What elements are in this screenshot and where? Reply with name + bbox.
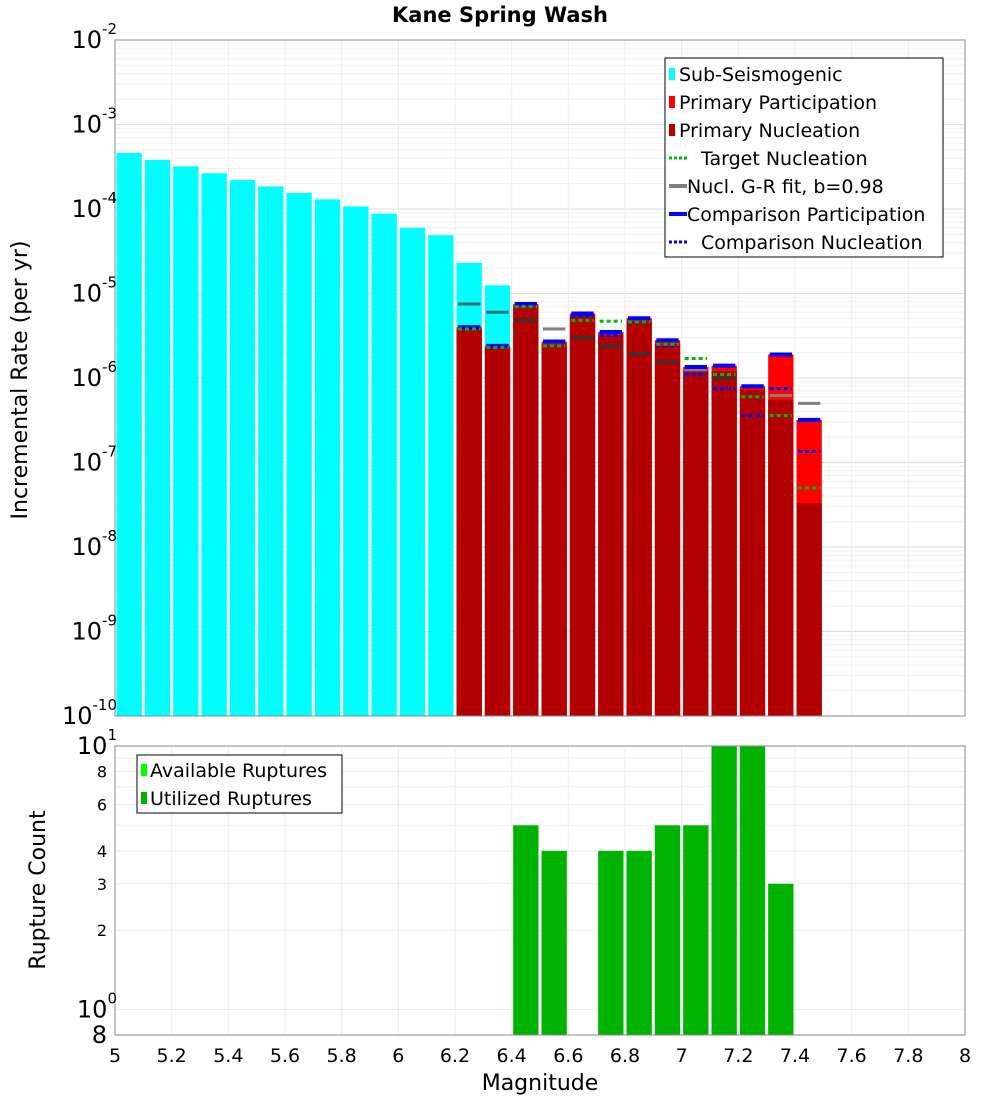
top-y-tick-label: 10-2 [71,20,117,54]
legend-sub-seismogenic-swatch [669,68,675,80]
bottom-y-axis-label: Rupture Count [26,810,51,970]
x-tick-label: 5.6 [270,1045,300,1067]
x-tick-label: 5.2 [157,1045,187,1067]
top-plot-grid [114,39,966,717]
x-tick-label: 7.6 [837,1045,867,1067]
legend-comparison-nucleation-label: Comparison Nucleation [701,232,923,254]
primary-nucleation-bar [654,344,681,716]
legend-primary-nucleation-label: Primary Nucleation [679,120,860,142]
primary-nucleation-bar [456,329,482,716]
top-y-tick-label: 10-7 [71,443,117,477]
sub-seismogenic-bar [144,160,171,716]
bottom-y-tick-label: 3 [97,875,107,894]
bottom-plot-frame [114,745,966,1036]
x-tick-label: 6.8 [610,1045,640,1067]
x-axis-ticks: 5 5.2 5.4 5.6 5.8 6 6.2 6.4 6.6 6.8 7 7.2 7.4 7.6 7.8 8 [109,1045,971,1067]
sub-seismogenic-bar [286,192,312,716]
legend-available-ruptures-swatch [141,764,147,776]
sub-seismogenic-bar [399,227,426,716]
bottom-y-tick-label: 2 [97,921,107,940]
primary-nucleation-bar [739,390,766,716]
sub-seismogenic-bar [343,206,369,716]
top-y-tick-label: 10-8 [71,527,117,561]
primary-nucleation-bar [598,335,624,716]
primary-nucleation-bar [796,503,822,716]
top-y-axis-label: Incremental Rate (per yr) [8,241,33,520]
primary-nucleation-bar [626,321,652,716]
legend-target-nucleation-label: Target Nucleation [700,148,868,170]
top-y-axis-ticks: 10-10 10-9 10-8 10-7 10-6 10-5 10-4 10-3 10-2 [62,20,117,730]
x-tick-label: 7.2 [723,1045,753,1067]
utilized-ruptures-bar [598,850,624,1035]
sub-seismogenic-bar [314,199,341,717]
legend-utilized-ruptures-label: Utilized Ruptures [150,788,312,810]
x-tick-label: 6 [392,1045,404,1067]
sub-seismogenic-bar [229,180,256,716]
x-tick-label: 8 [959,1045,971,1067]
legend-available-ruptures-label: Available Ruptures [150,760,327,782]
chart-title: Kane Spring Wash [392,3,608,27]
top-legend-box [664,57,944,258]
x-tick-label: 5.8 [327,1045,357,1067]
top-plot-bars [116,152,822,717]
utilized-ruptures-bar [626,850,652,1035]
sub-seismogenic-bar [258,186,284,716]
bottom-legend-box [136,754,343,814]
x-tick-label: 5.4 [213,1045,243,1067]
utilized-ruptures-bar [513,825,539,1035]
sub-seismogenic-bar [116,152,142,717]
utilized-ruptures-bar [768,883,794,1035]
bottom-y-tick-label: 4 [97,842,107,861]
x-tick-label: 6.4 [497,1045,527,1067]
primary-nucleation-bar [683,371,709,716]
top-y-tick-label: 10-3 [71,105,117,139]
bottom-plot-bars [513,746,794,1035]
sub-seismogenic-bar [201,173,227,716]
utilized-ruptures-bar [683,825,709,1035]
x-tick-label: 6.6 [553,1045,583,1067]
x-tick-label: 7.8 [893,1045,923,1067]
utilized-ruptures-bar [541,850,567,1035]
x-tick-label: 5 [109,1045,121,1067]
bottom-y-tick-label: 8 [97,763,107,782]
top-y-tick-label: 10-4 [71,189,117,223]
utilized-ruptures-bar [739,746,766,1035]
sub-seismogenic-bar [173,166,199,716]
legend-utilized-ruptures-swatch [141,792,147,804]
top-plot-lines [458,302,821,490]
top-y-tick-label: 10-9 [71,612,117,646]
legend-primary-nucleation-swatch [669,124,675,136]
legend-comparison-participation-label: Comparison Participation [687,204,925,226]
bottom-y-tick-label: 100 [77,989,117,1023]
x-axis-label: Magnitude [482,1071,599,1096]
primary-nucleation-bar [711,371,737,716]
bottom-y-tick-label: 6 [97,795,107,814]
top-y-tick-label: 10-5 [71,274,117,308]
primary-nucleation-bar [768,399,794,716]
utilized-ruptures-bar [654,825,681,1035]
top-y-tick-label: 10-10 [62,696,117,730]
top-legend: Sub-Seismogenic Primary Participation Prim… [664,57,944,258]
legend-sub-seismogenic-label: Sub-Seismogenic [679,64,843,86]
legend-nucl-g-r-fit-b-0-98-label: Nucl. G-R fit, b=0.98 [687,176,884,198]
x-tick-label: 7 [676,1045,688,1067]
primary-nucleation-bar [569,315,596,716]
legend-primary-participation-swatch [669,96,675,108]
bottom-y-tick-label: 8 [92,1021,107,1049]
utilized-ruptures-bar [711,746,737,1035]
top-y-tick-label: 10-6 [71,358,117,392]
primary-nucleation-bar [541,344,567,716]
primary-nucleation-bar [513,306,539,716]
sub-seismogenic-bar [428,235,454,716]
primary-nucleation-bar [484,347,511,716]
sub-seismogenic-bar [371,213,397,716]
top-plot-frame [114,39,966,717]
x-tick-label: 6.2 [440,1045,470,1067]
bottom-y-tick-label: 101 [77,726,117,760]
x-tick-label: 7.4 [780,1045,810,1067]
legend-primary-participation-label: Primary Participation [679,92,877,114]
bottom-legend: Available Ruptures Utilized Ruptures [136,754,343,814]
